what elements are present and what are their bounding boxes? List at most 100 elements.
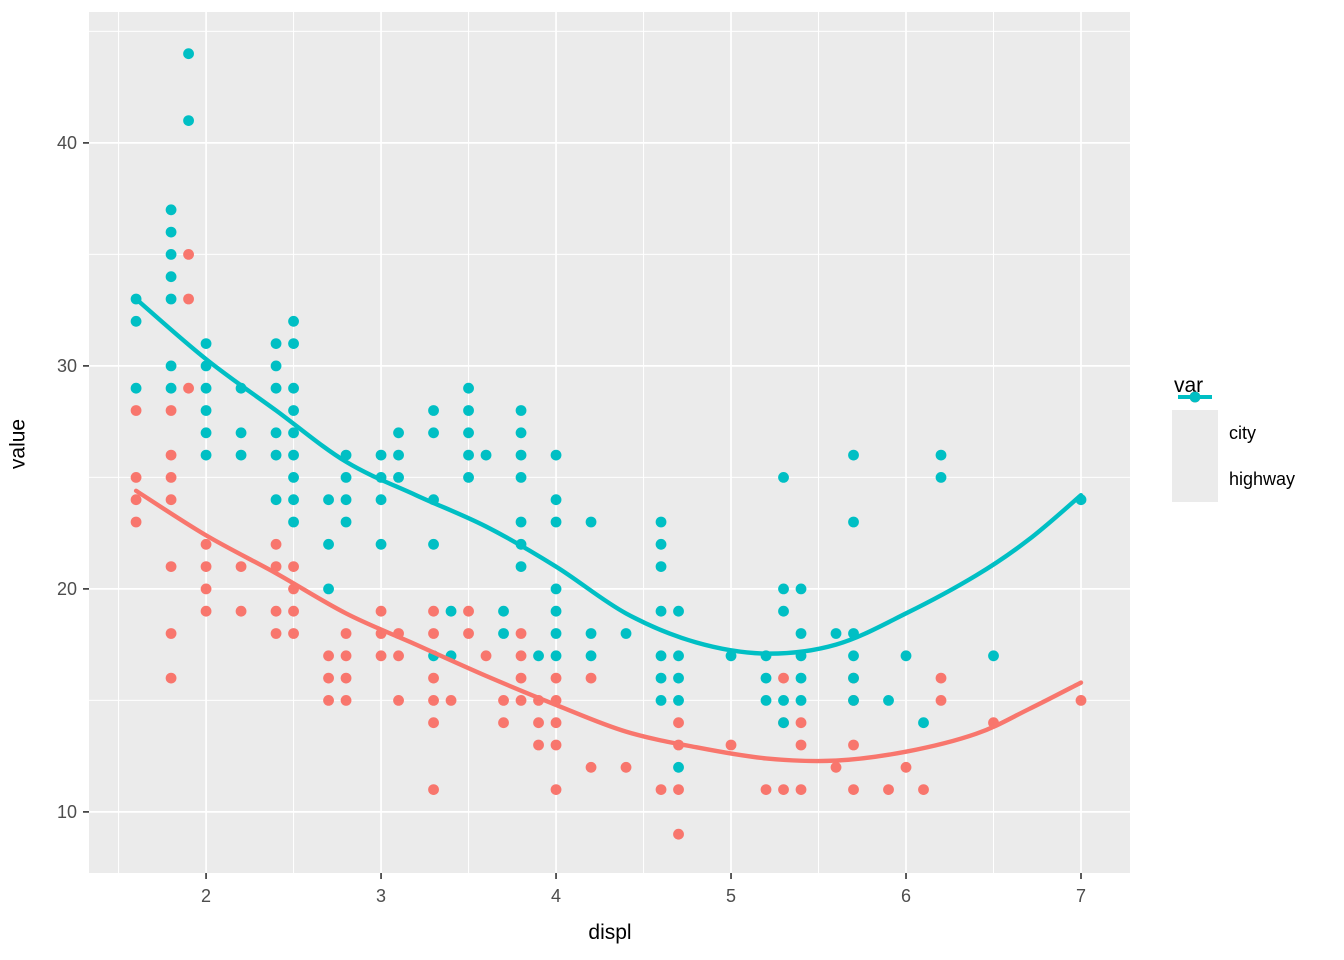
legend: var city highway [1172, 374, 1342, 502]
highway-point [445, 605, 457, 617]
city-point [165, 471, 177, 483]
highway-point [288, 405, 299, 416]
city-point [428, 605, 439, 617]
highway-point [848, 672, 859, 684]
y-tick-label: 20 [57, 579, 77, 599]
city-point [323, 672, 334, 684]
highway-point [498, 628, 509, 639]
highway-point [550, 605, 562, 617]
highway-point [270, 449, 282, 461]
x-tick-label: 4 [551, 886, 561, 906]
highway-point [463, 449, 474, 461]
city-point [270, 605, 282, 617]
highway-point [673, 672, 684, 684]
highway-point [270, 360, 282, 372]
city-point [323, 650, 334, 662]
city-point [288, 628, 299, 639]
city-point [830, 761, 842, 773]
city-point [655, 784, 667, 795]
city-point [515, 650, 527, 662]
city-point [270, 628, 282, 639]
city-point [375, 605, 387, 617]
city-point [288, 561, 299, 572]
city-point [165, 494, 177, 506]
city-point [498, 694, 509, 706]
city-key-swatch [1172, 391, 1218, 456]
highway-point [848, 449, 859, 461]
city-point [130, 494, 142, 506]
highway-point [515, 516, 527, 528]
highway-point [270, 494, 282, 506]
city-point [340, 694, 352, 706]
highway-point [585, 516, 597, 528]
highway-point [655, 561, 667, 572]
city-point [778, 672, 789, 684]
highway-point [288, 471, 299, 483]
highway-point [288, 338, 299, 349]
x-axis-title: displ [588, 921, 632, 944]
highway-point [375, 449, 387, 461]
highway-point [900, 650, 912, 662]
highway-point [183, 48, 194, 60]
city-point [883, 784, 894, 795]
highway-point [550, 650, 562, 662]
x-tick-label: 3 [376, 886, 386, 906]
highway-point [428, 427, 439, 439]
city-point [918, 784, 929, 795]
highway-point [165, 382, 177, 394]
city-point [235, 561, 247, 572]
highway-point [200, 427, 212, 439]
y-tick-label: 30 [57, 356, 77, 376]
highway-point [183, 115, 194, 127]
city-point [340, 628, 352, 639]
highway-point [725, 650, 737, 662]
city-point [130, 516, 142, 528]
highway-point [323, 583, 334, 595]
highway-point [673, 761, 684, 773]
highway-point [393, 427, 404, 439]
highway-point [655, 516, 667, 528]
highway-point [673, 605, 684, 617]
highway-point [585, 628, 597, 639]
city-point [585, 672, 597, 684]
highway-point [288, 449, 299, 461]
city-point [130, 471, 142, 483]
highway-point [463, 405, 474, 416]
x-tick-label: 7 [1076, 886, 1086, 906]
highway-point [498, 605, 509, 617]
highway-point [375, 538, 387, 550]
highway-point [130, 315, 142, 327]
city-point [428, 784, 439, 795]
y-axis-title: value [6, 418, 30, 470]
city-point [515, 672, 527, 684]
highway-point [288, 382, 299, 394]
city-point [515, 628, 527, 639]
highway-point [760, 694, 772, 706]
city-point [428, 628, 439, 639]
highway-key-icon [1178, 391, 1212, 403]
city-point [463, 628, 474, 639]
city-point [1075, 694, 1087, 706]
highway-point [375, 494, 387, 506]
city-point [795, 717, 807, 729]
highway-point [463, 427, 474, 439]
highway-point [340, 494, 352, 506]
highway-point [270, 382, 282, 394]
city-point [498, 717, 509, 729]
highway-point [480, 449, 492, 461]
highway-point [323, 538, 334, 550]
highway-point [200, 449, 212, 461]
highway-point [515, 405, 527, 416]
city-point [393, 694, 404, 706]
city-point [760, 784, 772, 795]
city-point [935, 694, 947, 706]
highway-point [778, 471, 789, 483]
city-point [270, 538, 282, 550]
city-point [200, 605, 212, 617]
highway-point [655, 605, 667, 617]
city-point [288, 605, 299, 617]
city-point [778, 784, 789, 795]
city-point [480, 650, 492, 662]
